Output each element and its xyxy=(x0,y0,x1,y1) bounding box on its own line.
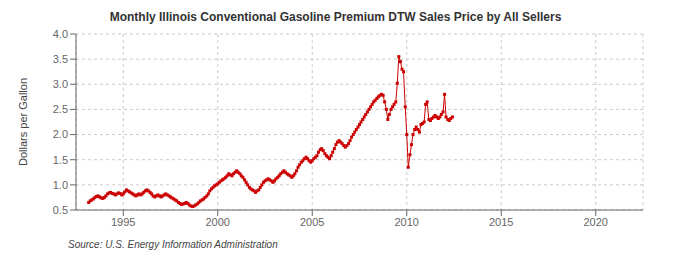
html-text:Source: U.S. Energy Informatio: Source: U.S. Energy Information Administ… xyxy=(68,239,278,250)
svg-text:0.5: 0.5 xyxy=(53,204,68,216)
html-text:Monthly Illinois Conventional: Monthly Illinois Conventional Gasoline P… xyxy=(109,10,562,24)
svg-text:2020: 2020 xyxy=(584,216,608,228)
svg-text:1.5: 1.5 xyxy=(53,154,68,166)
svg-text:2015: 2015 xyxy=(489,216,513,228)
svg-text:2.0: 2.0 xyxy=(53,128,68,140)
svg-text:4.0: 4.0 xyxy=(53,28,68,40)
svg-text:3.5: 3.5 xyxy=(53,53,68,65)
svg-text:3.0: 3.0 xyxy=(53,78,68,90)
svg-text:2000: 2000 xyxy=(206,216,230,228)
svg-text:2010: 2010 xyxy=(395,216,419,228)
svg-text:Dollars per Gallon: Dollars per Gallon xyxy=(17,78,29,166)
svg-text:1.0: 1.0 xyxy=(53,179,68,191)
svg-text:1995: 1995 xyxy=(111,216,135,228)
svg-text:2.5: 2.5 xyxy=(53,103,68,115)
svg-text:2005: 2005 xyxy=(300,216,324,228)
